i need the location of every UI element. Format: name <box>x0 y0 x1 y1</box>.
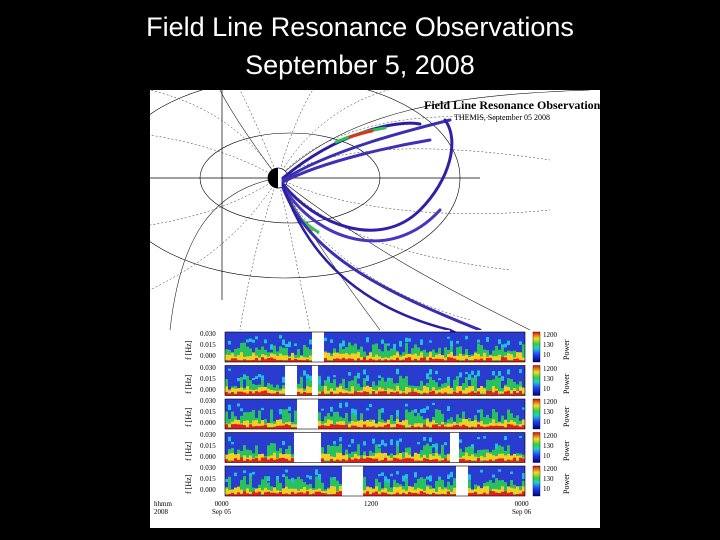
magnetopause-outer <box>150 90 461 279</box>
freq-axis-label: f [Hz] <box>184 407 193 427</box>
freq-tick-label: 0.000 <box>200 419 216 427</box>
freq-tick-label: 0.030 <box>200 330 216 338</box>
power-tick-label: 10 <box>543 351 550 359</box>
spectrogram-panel <box>224 465 526 497</box>
power-tick-label: 130 <box>543 374 554 383</box>
time-tick-start-line2: Sep 05 <box>212 508 232 516</box>
time-tick-mid: 1200 <box>364 500 378 508</box>
magnetosphere-diagram <box>150 90 591 497</box>
field-line-map <box>150 90 591 330</box>
spacecraft-orbits <box>281 118 482 330</box>
power-tick-label: 1200 <box>543 331 557 339</box>
power-axis-label: Power <box>562 473 571 494</box>
power-tick-label: 10 <box>543 451 550 460</box>
power-axis-label: Power <box>562 406 571 427</box>
spectrogram-panel <box>224 432 526 463</box>
power-axis-label: Power <box>562 440 571 461</box>
freq-tick-label: 0.015 <box>200 475 216 483</box>
power-tick-label: 1200 <box>543 364 557 373</box>
time-tick-end-line2: Sep 06 <box>512 508 532 516</box>
power-tick-label: 10 <box>543 485 550 493</box>
figure-subtitle: THEMIS, September 05 2008 <box>454 113 550 122</box>
power-axis-label: Power <box>562 373 571 394</box>
power-tick-label: 130 <box>543 408 554 416</box>
power-colorbar <box>532 365 541 396</box>
freq-tick-label: 0.015 <box>200 341 216 349</box>
earth-nightside-icon <box>268 168 278 188</box>
spectrogram-panel <box>224 398 526 430</box>
power-colorbar <box>532 432 541 463</box>
slide-title: Field Line Resonance Observations Septem… <box>0 8 720 84</box>
time-tick-start-line1: 0000 <box>214 500 229 508</box>
power-tick-label: 10 <box>543 384 550 393</box>
power-colorbar <box>532 398 541 430</box>
power-tick-label: 130 <box>543 341 554 349</box>
dipole-field-lines <box>150 90 551 330</box>
freq-tick-label: 0.000 <box>200 352 216 360</box>
freq-tick-label: 0.015 <box>200 374 216 383</box>
time-tick-start: 0000 Sep 05 <box>212 500 231 516</box>
time-axis-corner: hhmm 2008 <box>154 500 172 516</box>
time-axis-corner-line1: hhmm <box>154 500 172 508</box>
freq-tick-label: 0.030 <box>200 397 216 405</box>
power-tick-label: 130 <box>543 441 554 450</box>
freq-tick-label: 0.030 <box>200 363 216 372</box>
field-line-figure: Field Line Resonance Observations THEMIS… <box>150 90 600 528</box>
power-colorbar <box>532 331 541 363</box>
freq-axis-label: f [Hz] <box>184 474 193 494</box>
power-tick-label: 1200 <box>543 465 557 473</box>
slide-title-line1: Field Line Resonance Observations <box>146 12 574 42</box>
freq-axis-label: f [Hz] <box>184 340 193 360</box>
freq-axis-label: f [Hz] <box>184 374 193 394</box>
spectrogram-panels <box>224 331 541 497</box>
power-tick-label: 1200 <box>543 398 557 406</box>
power-axis-label: Power <box>562 339 571 360</box>
freq-tick-label: 0.015 <box>200 441 216 450</box>
power-tick-label: 10 <box>543 418 550 426</box>
time-tick-end-line1: 0000 <box>514 500 529 508</box>
magnetopause-inner <box>199 132 381 224</box>
freq-tick-label: 0.000 <box>200 486 216 494</box>
freq-axis-label: f [Hz] <box>184 441 193 461</box>
freq-tick-label: 0.000 <box>200 385 216 394</box>
power-colorbar <box>532 465 541 497</box>
spectrogram-panel <box>224 331 526 363</box>
time-axis-corner-line2: 2008 <box>154 508 168 516</box>
power-tick-label: 1200 <box>543 431 557 440</box>
slide-title-line2: September 5, 2008 <box>245 50 475 80</box>
spectrogram-panel <box>224 365 526 396</box>
time-tick-mid-line1: 1200 <box>364 500 378 508</box>
freq-tick-label: 0.015 <box>200 408 216 416</box>
freq-tick-label: 0.030 <box>200 430 216 439</box>
freq-tick-label: 0.030 <box>200 464 216 472</box>
figure-title: Field Line Resonance Observations <box>424 98 600 112</box>
power-tick-label: 130 <box>543 475 554 483</box>
time-tick-end: 0000 Sep 06 <box>512 500 531 516</box>
freq-tick-label: 0.000 <box>200 452 216 461</box>
